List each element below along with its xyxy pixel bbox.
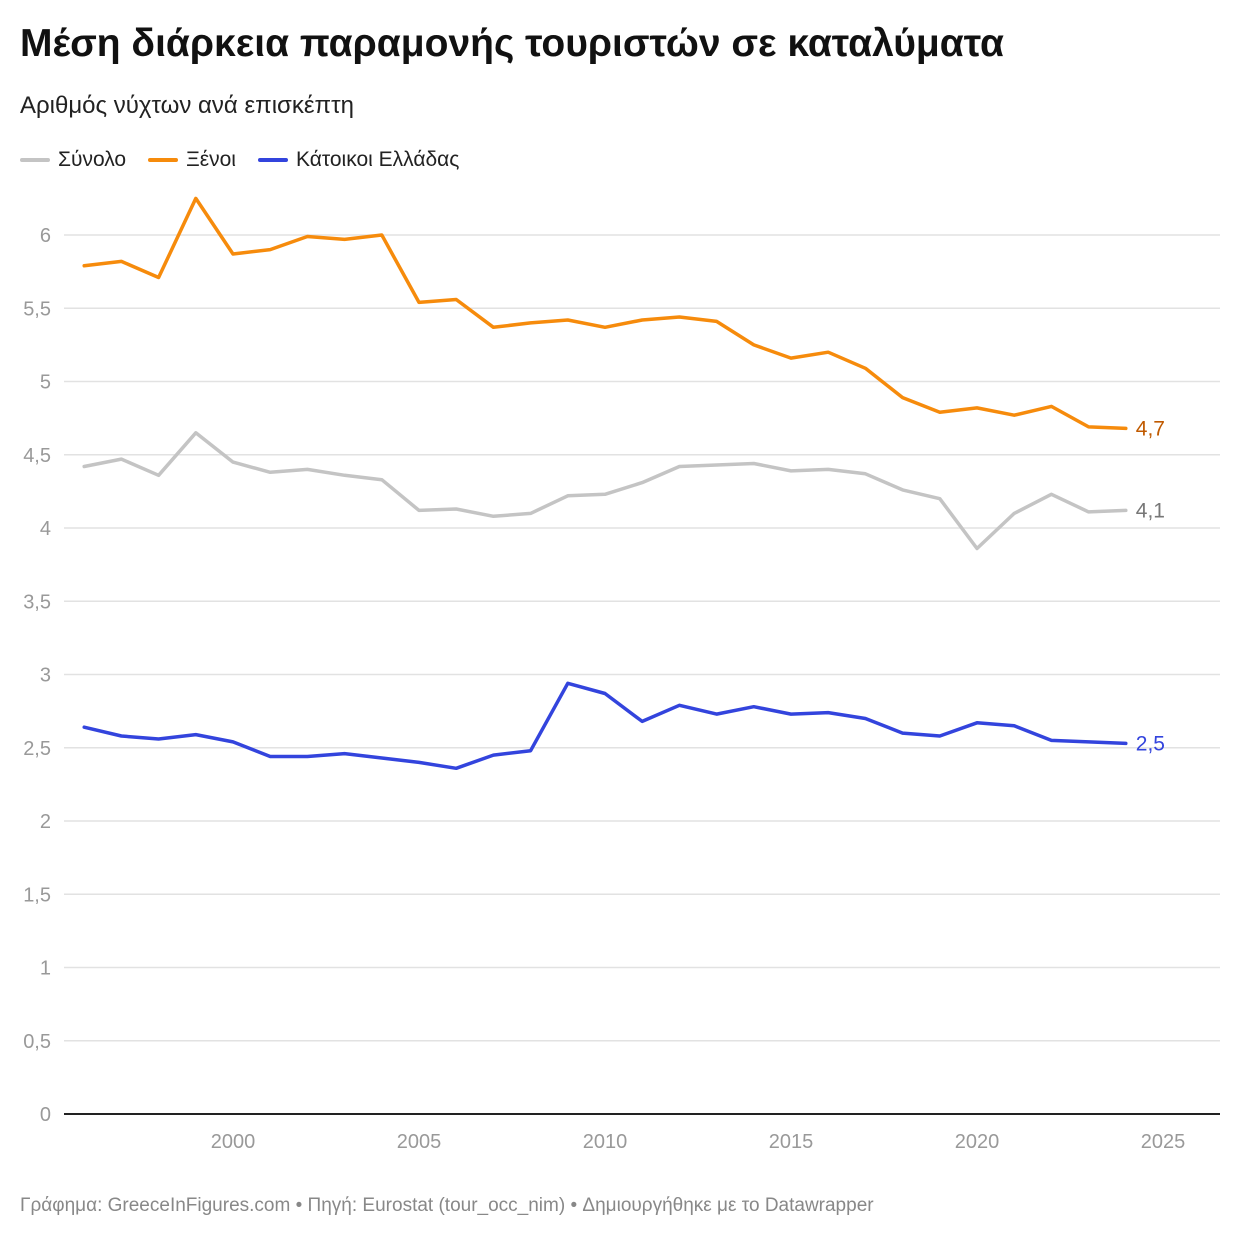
y-tick-label: 3,5 <box>23 591 51 613</box>
end-value-label: 4,7 <box>1136 417 1165 440</box>
end-value-label: 4,1 <box>1136 499 1165 522</box>
legend-swatch <box>148 158 179 162</box>
y-tick-label: 0,5 <box>23 1031 51 1053</box>
x-tick-label: 2010 <box>583 1131 628 1153</box>
legend-label: Ξένοι <box>186 148 236 171</box>
y-tick-label: 1 <box>40 958 51 980</box>
series-line-residents <box>82 681 1128 771</box>
chart-subtitle: Αριθμός νύχτων ανά επισκέπτη <box>20 92 354 119</box>
x-tick-label: 2000 <box>211 1131 256 1153</box>
y-tick-label: 6 <box>40 225 51 247</box>
legend: Σύνολο Ξένοι Κάτοικοι Ελλάδας <box>20 148 459 172</box>
footer-credits: Γράφημα: GreeceInFigures.com • Πηγή: Eur… <box>20 1195 874 1216</box>
x-tick-label: 2020 <box>955 1131 1000 1153</box>
x-tick-label: 2005 <box>397 1131 442 1153</box>
legend-item-total: Σύνολο <box>20 148 126 172</box>
series-line-total <box>82 431 1128 551</box>
y-tick-label: 3 <box>40 665 51 687</box>
y-tick-label: 4,5 <box>23 445 51 467</box>
y-tick-label: 4 <box>40 518 51 540</box>
x-tick-label: 2015 <box>769 1131 814 1153</box>
legend-label: Κάτοικοι Ελλάδας <box>295 148 460 171</box>
legend-label: Σύνολο <box>58 148 127 171</box>
legend-item-foreigners: Ξένοι <box>148 148 236 172</box>
chart-title: Μέση διάρκεια παραμονής τουριστών σε κατ… <box>20 22 1005 65</box>
y-tick-label: 5 <box>40 372 51 394</box>
y-tick-label: 2 <box>40 811 51 833</box>
series-line-foreigners <box>82 196 1128 431</box>
legend-item-residents: Κάτοικοι Ελλάδας <box>257 148 460 172</box>
y-tick-label: 0 <box>40 1104 51 1126</box>
y-tick-label: 2,5 <box>23 738 51 760</box>
end-value-label: 2,5 <box>1136 732 1165 755</box>
y-tick-label: 5,5 <box>23 298 51 320</box>
x-tick-label: 2025 <box>1141 1131 1186 1153</box>
legend-swatch <box>257 158 288 162</box>
legend-swatch <box>20 158 50 162</box>
y-tick-label: 1,5 <box>23 884 51 906</box>
